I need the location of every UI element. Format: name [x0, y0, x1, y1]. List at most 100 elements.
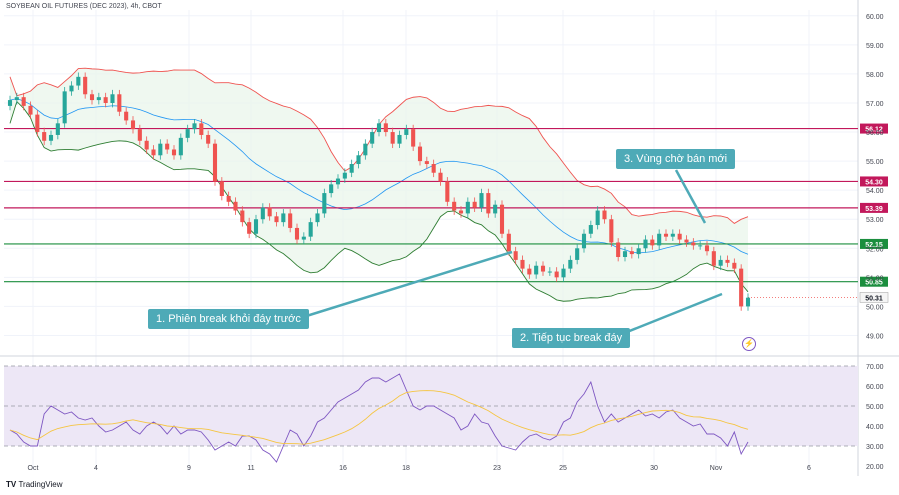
candle-body	[55, 123, 60, 135]
candle-body	[124, 111, 129, 121]
candle-body	[711, 251, 716, 266]
candle-body	[493, 204, 498, 214]
candle-body	[83, 76, 88, 95]
tradingview-mark-icon: TV	[6, 480, 19, 489]
level-label: 56.12	[865, 127, 883, 134]
annotation-arrows	[299, 169, 723, 336]
candle-body	[335, 178, 341, 185]
annotation-sell-zone: 3. Vùng chờ bán mới	[616, 149, 736, 169]
candle-body	[294, 227, 300, 240]
candle-body	[540, 265, 546, 272]
price-tick-label: 56.00	[866, 130, 884, 137]
candle-body	[69, 85, 74, 92]
candle-body	[390, 132, 395, 144]
candle-body	[48, 134, 54, 141]
candle-body	[370, 132, 375, 144]
price-tick-label: 52.00	[866, 246, 884, 253]
x-tick-label: 18	[402, 465, 410, 472]
candle-body	[472, 201, 477, 208]
axis-labels: 60.00 59.00 58.00 57.00 56.00 55.00 54.00 53.00…	[28, 14, 884, 472]
candle-body	[629, 251, 634, 255]
rsi-tick-label: 30.00	[866, 444, 884, 451]
x-tick-label: 6	[807, 465, 811, 472]
price-tick-label: 55.00	[866, 159, 884, 166]
candle-body	[616, 242, 621, 258]
candle-body	[520, 259, 525, 269]
rsi-tick-label: 60.00	[866, 384, 884, 391]
candle-body	[14, 97, 19, 101]
candle-body	[595, 210, 600, 226]
level-label: 54.30	[865, 179, 883, 186]
arrow-break-prior-bottom	[299, 250, 513, 320]
annotation-continue-break: 2. Tiếp tục break đáy	[512, 328, 631, 348]
candle-body	[445, 181, 450, 202]
candle-body	[21, 97, 26, 106]
candle-body	[35, 114, 40, 133]
candle-body	[376, 123, 382, 133]
price-tick-label: 50.00	[866, 304, 884, 311]
candle-body	[185, 129, 190, 138]
candle-body	[636, 248, 641, 255]
rsi-tick-label: 20.00	[866, 464, 884, 471]
candle-body	[62, 91, 67, 124]
candle-body	[117, 94, 122, 112]
candle-body	[513, 251, 518, 260]
candle-body	[342, 172, 347, 179]
price-tick-label: 59.00	[866, 43, 884, 50]
price-tick-label: 60.00	[866, 14, 884, 21]
candle-body	[704, 245, 710, 252]
candle-body	[212, 143, 218, 182]
candle-body	[411, 129, 416, 147]
candle-body	[76, 76, 81, 86]
x-tick-label: 30	[650, 465, 658, 472]
candle-body	[274, 216, 279, 223]
candle-body	[499, 204, 505, 234]
candle-body	[732, 262, 737, 269]
candle-body	[534, 265, 539, 275]
last-price-label: 50.31	[865, 295, 883, 302]
candle-body	[130, 120, 136, 130]
price-tick-label: 58.00	[866, 72, 884, 79]
candle-body	[192, 123, 197, 130]
candle-body	[657, 233, 662, 246]
lightning-icon[interactable]: ⚡	[742, 337, 756, 351]
candle-body	[383, 123, 388, 133]
candle-body	[643, 239, 648, 249]
candle-body	[322, 193, 327, 214]
candle-body	[356, 155, 361, 165]
candle-body	[260, 207, 265, 220]
candle-body	[158, 143, 163, 156]
x-tick-label: Nov	[710, 465, 723, 472]
level-label-box	[860, 123, 888, 134]
level-label: 53.39	[865, 206, 883, 213]
candle-body	[206, 134, 211, 144]
candle-body	[199, 123, 204, 135]
rsi-tick-label: 40.00	[866, 424, 884, 431]
x-tick-label: 25	[559, 465, 567, 472]
candle-body	[725, 259, 730, 263]
candle-body	[465, 201, 470, 214]
candle-body	[96, 97, 101, 101]
candle-body	[247, 222, 252, 234]
candle-body	[602, 210, 607, 220]
candle-body	[404, 129, 409, 135]
candle-body	[315, 213, 320, 223]
candle-body	[424, 161, 429, 165]
candle-body	[288, 213, 293, 228]
candle-body	[103, 97, 108, 103]
candle-body	[745, 297, 751, 307]
brand-label: TradingView	[18, 480, 63, 489]
rsi-tick-label: 70.00	[866, 364, 884, 371]
price-tick-label: 53.00	[866, 217, 884, 224]
candle-body	[718, 259, 723, 266]
candle-body	[240, 210, 245, 223]
candle-body	[622, 251, 628, 258]
x-tick-label: 11	[247, 465, 254, 472]
bollinger-lower	[9, 100, 749, 302]
candle-body	[165, 143, 170, 150]
candle-body	[397, 134, 402, 144]
annotation-break-prior-bottom: 1. Phiên break khỏi đáy trước	[148, 309, 309, 329]
candle-body	[739, 268, 744, 307]
level-label: 52.15	[865, 242, 883, 249]
